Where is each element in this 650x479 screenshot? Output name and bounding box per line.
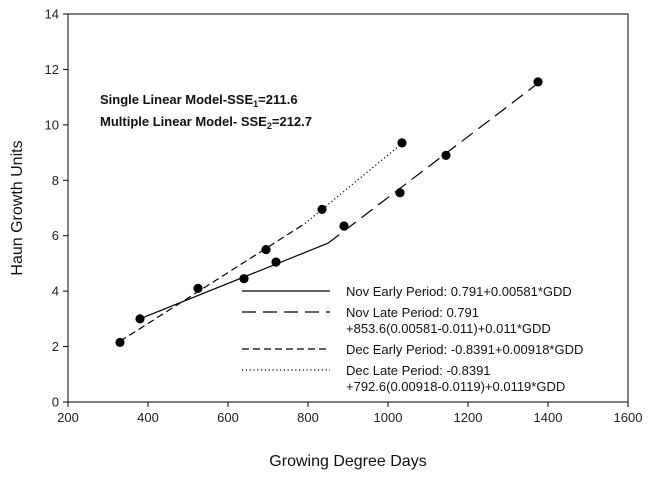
annotations: Single Linear Model-SSE1=211.6 Multiple L… [100,92,312,131]
x-tick-label: 1400 [534,410,563,425]
data-point [533,77,543,87]
data-points [115,77,543,348]
legend-label: Nov Early Period: 0.791+0.00581*GDD [346,284,572,299]
y-tick-label: 10 [45,117,59,132]
plot-frame [67,13,629,403]
data-point [397,138,407,148]
annotation-2: Multiple Linear Model- SSE2=212.7 [100,114,312,131]
legend: Nov Early Period: 0.791+0.00581*GDD Nov L… [242,284,583,394]
x-tick-label: 800 [297,410,319,425]
series-line-1 [139,242,329,320]
y-tick-label: 14 [45,7,59,22]
y-tick-label: 2 [52,339,59,354]
x-tick-label: 1600 [614,410,643,425]
data-point [261,244,271,255]
x-axis-title: Growing Degree Days [269,453,426,470]
x-axis: 200 400 600 800 1000 1200 1400 1600 [57,402,642,425]
series-lines [119,82,539,342]
y-axis-title: Haun Growth Units [9,140,26,275]
legend-label: Dec Early Period: -0.8391+0.00918*GDD [346,342,583,357]
x-tick-label: 1000 [374,410,403,425]
legend-label: Nov Late Period: 0.791 [346,305,479,320]
data-point [395,188,405,198]
series-line-2 [327,82,539,244]
y-tick-label: 8 [52,173,59,188]
x-tick-label: 1200 [454,410,483,425]
x-tick-label: 600 [217,410,239,425]
y-tick-label: 6 [52,228,59,243]
x-tick-label: 200 [57,410,79,425]
data-point [135,314,145,324]
data-point [271,257,281,267]
data-point [317,204,327,214]
series-line-3 [119,223,306,342]
data-point [239,274,249,284]
plot-border [67,13,629,403]
y-tick-label: 4 [52,284,59,299]
x-tick-label: 400 [137,410,159,425]
y-tick-label: 0 [52,395,59,410]
annotation-1: Single Linear Model-SSE1=211.6 [100,92,298,109]
y-axis: 0 2 4 6 8 10 12 14 [45,7,68,410]
data-point [193,283,203,293]
legend-label: Dec Late Period: -0.8391 [346,363,491,378]
legend-label: +792.6(0.00918-0.0119)+0.0119*GDD [346,379,565,394]
y-tick-label: 12 [45,62,59,77]
legend-label: +853.6(0.00581-0.011)+0.011*GDD [346,321,551,336]
data-point [339,221,349,231]
data-point [115,337,125,348]
data-point [441,150,451,160]
